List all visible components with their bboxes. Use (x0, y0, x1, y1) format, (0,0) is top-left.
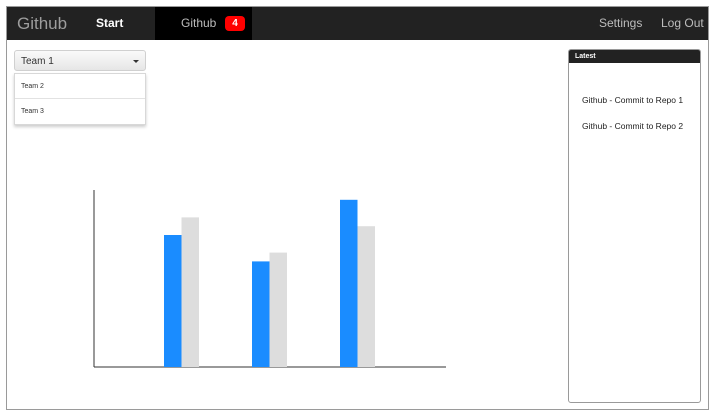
dropdown-option-team-3[interactable]: Team 3 (21, 108, 44, 115)
chevron-down-icon (133, 60, 139, 63)
bar-series-1-group-2 (252, 261, 270, 367)
nav-settings-link[interactable]: Settings (599, 16, 643, 30)
latest-panel-title: Latest (569, 50, 700, 63)
feed-item[interactable]: Github - Commit to Repo 2 (582, 121, 684, 131)
nav-start-link[interactable]: Start (96, 16, 124, 30)
navbar: Github Start Github 4 Settings Log Out (7, 7, 708, 40)
dropdown-option-team-2[interactable]: Team 2 (15, 74, 145, 99)
bar-series-2-group-1 (181, 217, 199, 367)
bar-series-2-group-2 (269, 252, 287, 367)
feed-item[interactable]: Github - Commit to Repo 1 (582, 95, 684, 105)
nav-github-tab[interactable]: Github 4 (155, 7, 252, 40)
team-dropdown[interactable]: Team 1 (14, 50, 146, 71)
team-dropdown-value: Team 1 (21, 56, 54, 67)
notification-badge: 4 (225, 16, 245, 31)
team-dropdown-menu: Team 2 Team 3 (14, 73, 146, 125)
nav-github-label: Github (181, 16, 217, 30)
nav-logout-link[interactable]: Log Out (661, 16, 704, 30)
bar-series-2-group-3 (357, 226, 375, 367)
bar-series-1-group-3 (340, 199, 358, 367)
app-window: Github Start Github 4 Settings Log Out T… (6, 6, 709, 410)
bar-chart (93, 190, 446, 368)
bar-series-1-group-1 (164, 235, 182, 367)
brand-logo[interactable]: Github (17, 14, 68, 33)
latest-panel: Latest Github - Commit to Repo 1 Github … (568, 49, 701, 403)
